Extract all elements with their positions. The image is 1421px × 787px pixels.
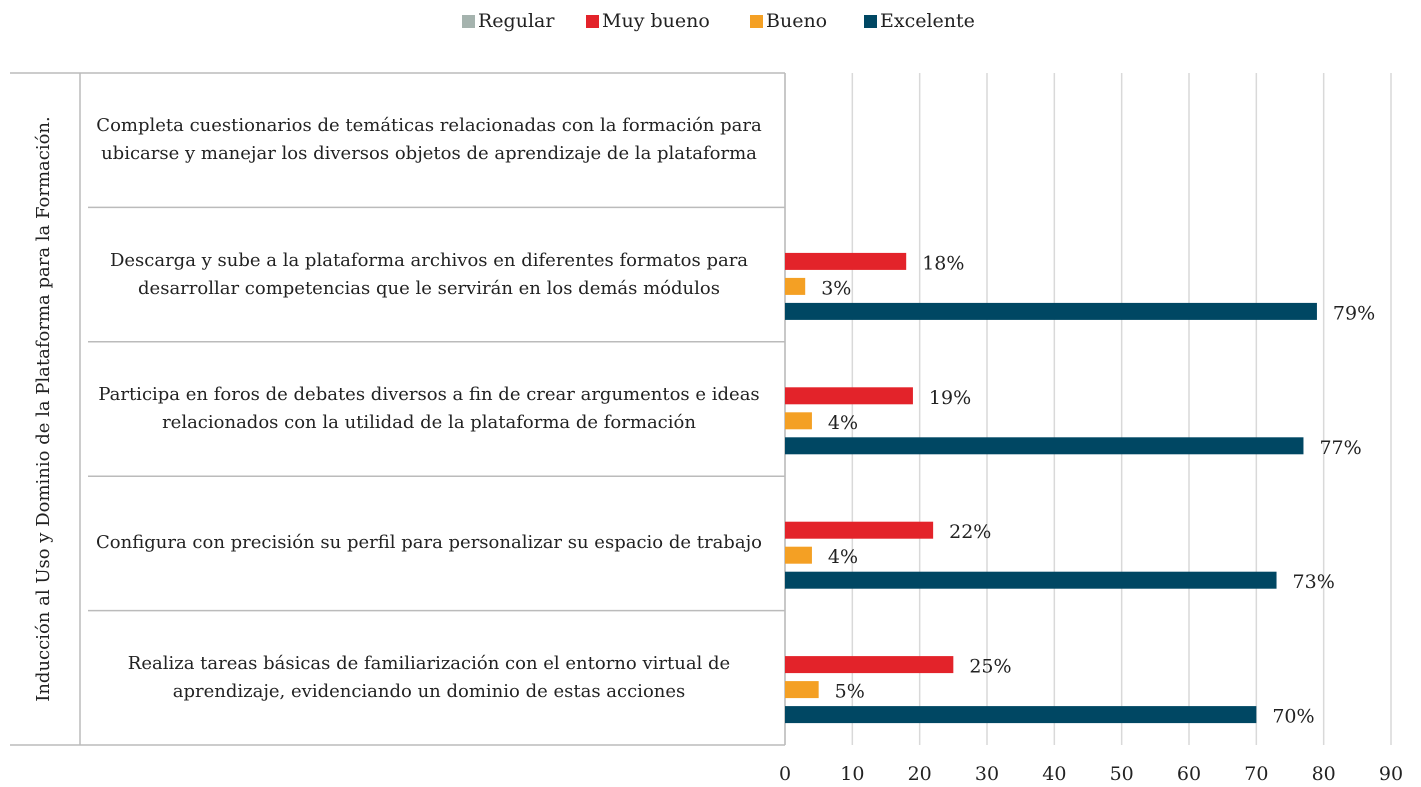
legend-marker bbox=[750, 15, 763, 28]
category-label: Completa cuestionarios de temáticas rela… bbox=[96, 115, 762, 165]
x-tick-label: 60 bbox=[1177, 763, 1201, 785]
legend-label: Excelente bbox=[880, 10, 975, 32]
data-label: 18% bbox=[922, 252, 964, 274]
legend-label: Bueno bbox=[766, 10, 827, 32]
legend-label: Muy bueno bbox=[602, 10, 710, 32]
bar bbox=[785, 681, 819, 699]
data-label: 3% bbox=[821, 277, 851, 299]
category-label: Participa en foros de debates diversos a… bbox=[98, 383, 760, 433]
legend-marker bbox=[586, 15, 599, 28]
x-tick-label: 10 bbox=[840, 763, 864, 785]
data-label: 77% bbox=[1319, 437, 1361, 459]
data-label: 25% bbox=[969, 656, 1011, 678]
legend-label: Regular bbox=[478, 10, 555, 32]
x-tick-label: 40 bbox=[1042, 763, 1066, 785]
x-tick-label: 20 bbox=[908, 763, 932, 785]
bar bbox=[785, 302, 1317, 320]
category-label: Configura con precisión su perfil para p… bbox=[96, 532, 762, 554]
data-label: 5% bbox=[835, 681, 865, 703]
bar bbox=[785, 706, 1257, 724]
legend-marker bbox=[864, 15, 877, 28]
x-tick-label: 70 bbox=[1244, 763, 1268, 785]
bar bbox=[785, 521, 934, 539]
category-label: Descarga y sube a la plataforma archivos… bbox=[109, 249, 749, 299]
legend-marker bbox=[462, 15, 475, 28]
bar bbox=[785, 252, 907, 270]
data-label: 73% bbox=[1293, 571, 1335, 593]
x-tick-label: 80 bbox=[1312, 763, 1336, 785]
bar bbox=[785, 571, 1277, 589]
bar bbox=[785, 412, 812, 430]
bar bbox=[785, 656, 954, 674]
data-label: 19% bbox=[929, 387, 971, 409]
x-tick-label: 0 bbox=[779, 763, 791, 785]
bar bbox=[785, 277, 806, 295]
data-label: 4% bbox=[828, 412, 858, 434]
category-label: Realiza tareas básicas de familiarizació… bbox=[127, 652, 731, 702]
data-label: 4% bbox=[828, 546, 858, 568]
data-label: 22% bbox=[949, 521, 991, 543]
y-axis-label: Inducción al Uso y Dominio de la Platafo… bbox=[33, 116, 54, 702]
x-tick-label: 30 bbox=[975, 763, 999, 785]
data-label: 70% bbox=[1272, 706, 1314, 728]
x-tick-label: 50 bbox=[1110, 763, 1134, 785]
bar bbox=[785, 546, 812, 564]
x-tick-label: 90 bbox=[1379, 763, 1403, 785]
bar bbox=[785, 387, 913, 405]
data-label: 79% bbox=[1333, 302, 1375, 324]
bar bbox=[785, 437, 1304, 455]
